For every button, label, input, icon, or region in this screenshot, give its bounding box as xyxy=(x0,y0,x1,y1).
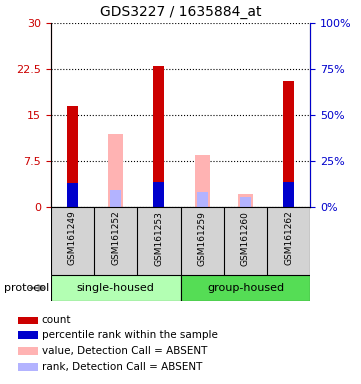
Text: GSM161262: GSM161262 xyxy=(284,211,293,265)
Text: percentile rank within the sample: percentile rank within the sample xyxy=(42,330,217,340)
Title: GDS3227 / 1635884_at: GDS3227 / 1635884_at xyxy=(100,5,261,19)
Text: GSM161259: GSM161259 xyxy=(198,211,206,266)
Bar xyxy=(153,66,164,207)
Text: GSM161252: GSM161252 xyxy=(111,211,120,265)
Bar xyxy=(153,182,164,207)
Bar xyxy=(240,197,251,207)
Bar xyxy=(238,194,253,207)
Bar xyxy=(18,347,38,355)
Text: GSM161260: GSM161260 xyxy=(241,211,250,266)
Text: value, Detection Call = ABSENT: value, Detection Call = ABSENT xyxy=(42,346,207,356)
Bar xyxy=(18,363,38,371)
Bar xyxy=(51,275,180,301)
Text: group-housed: group-housed xyxy=(207,283,284,293)
Text: GSM161253: GSM161253 xyxy=(155,211,163,266)
Bar xyxy=(67,106,78,207)
Bar xyxy=(195,155,210,207)
Bar xyxy=(283,81,294,207)
Bar xyxy=(197,192,208,207)
Bar xyxy=(18,317,38,324)
Bar xyxy=(18,331,38,339)
Text: single-housed: single-housed xyxy=(77,283,155,293)
Text: count: count xyxy=(42,315,71,325)
Bar xyxy=(180,275,310,301)
Text: protocol: protocol xyxy=(4,283,49,293)
Bar xyxy=(67,184,78,207)
Bar xyxy=(283,182,294,207)
Bar xyxy=(110,190,121,207)
Bar xyxy=(108,134,123,207)
Text: rank, Detection Call = ABSENT: rank, Detection Call = ABSENT xyxy=(42,362,202,372)
Text: GSM161249: GSM161249 xyxy=(68,211,77,265)
